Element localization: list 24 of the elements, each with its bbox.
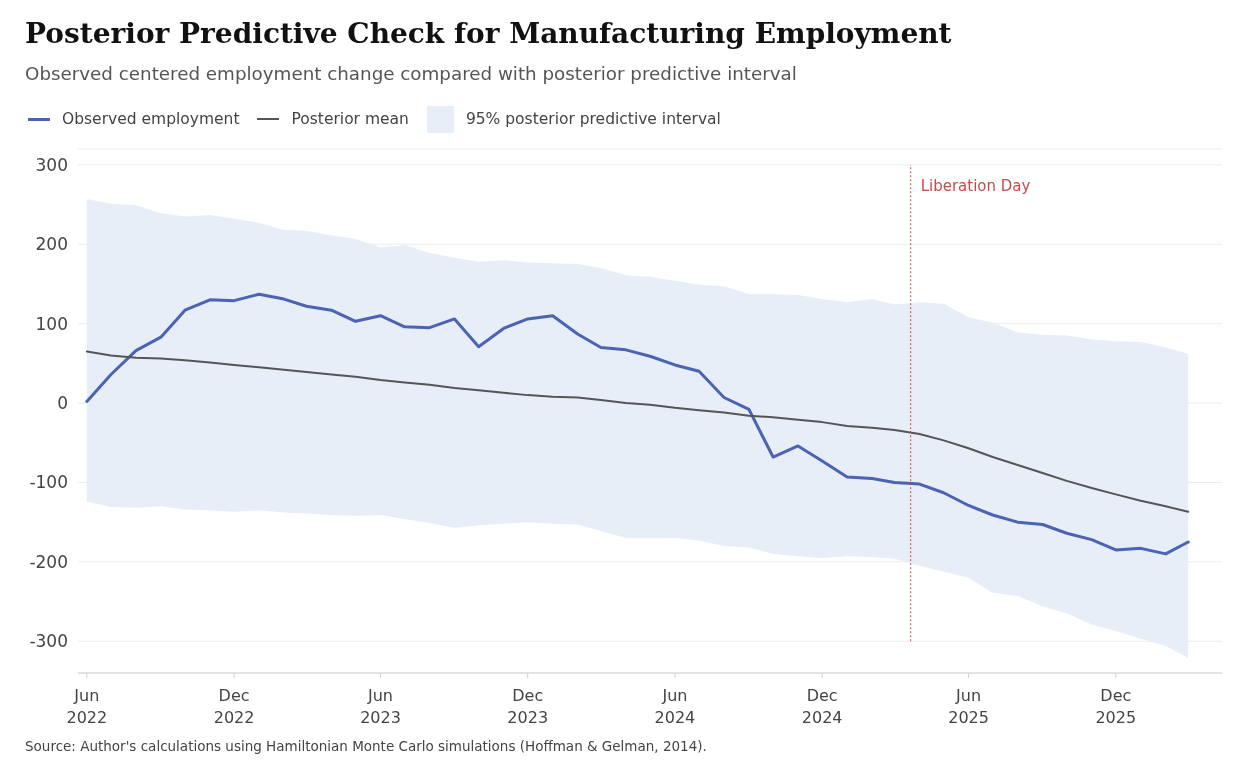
ref-line-label: Liberation Day	[920, 176, 1031, 195]
line-series	[85, 350, 1190, 513]
line-series	[85, 292, 1190, 556]
y-tick-label: -300	[29, 631, 68, 652]
x-tick-label: Jun 2024	[654, 686, 696, 727]
y-tick-label: 300	[35, 154, 68, 175]
legend-label: Posterior mean	[291, 110, 409, 128]
y-tick-label: 0	[57, 393, 68, 414]
y-tick-label: 100	[35, 313, 68, 334]
y-tick-label: -100	[29, 472, 68, 493]
y-tick-label: 200	[35, 234, 68, 255]
chart-title: Posterior Predictive Check for Manufacturing Employment	[25, 17, 952, 50]
x-tick-label: Dec 2025	[1095, 686, 1137, 727]
x-tick-label: Jun 2025	[948, 686, 989, 727]
x-tick-label: Dec 2024	[801, 686, 843, 727]
x-tick-label: Jun 2022	[66, 686, 108, 727]
x-tick-label: Dec 2023	[507, 686, 549, 727]
source-note: Source: Author's calculations using Hamiltonian Monte Carlo simulations (Hoffman & Gelman, 2014).	[25, 738, 707, 754]
chart-subtitle: Observed centered employment change compared with posterior predictive interval	[25, 63, 797, 84]
legend-label: Observed employment	[62, 110, 240, 128]
x-tick-label: Dec 2022	[213, 686, 255, 727]
x-tick-label: Jun 2023	[360, 686, 401, 727]
legend-label: 95% posterior predictive interval	[465, 110, 721, 128]
y-tick-label: -200	[29, 551, 68, 572]
